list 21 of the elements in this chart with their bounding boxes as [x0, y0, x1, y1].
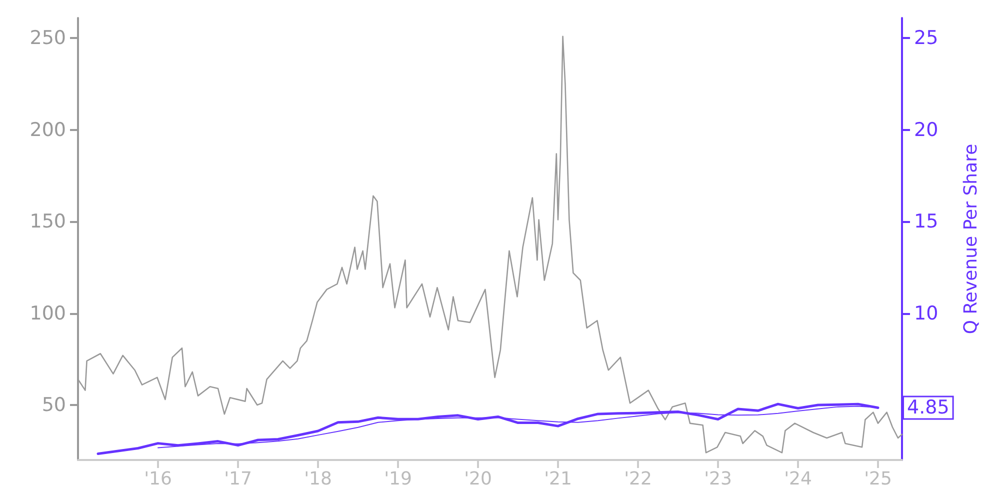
y2-tick-label: 10	[914, 302, 938, 324]
x-tick-label: '19	[384, 468, 412, 490]
y-tick-label: 100	[30, 302, 66, 324]
x-tick-label: '24	[784, 468, 812, 490]
y-tick-label: 150	[30, 210, 66, 233]
data-label: 4.85	[907, 396, 950, 419]
x-tick-label: '21	[544, 468, 572, 490]
x-tick-label: '20	[464, 468, 492, 490]
x-tick-label: '25	[864, 468, 892, 490]
x-tick-label: '16	[144, 468, 172, 490]
x-tick-label: '22	[624, 468, 652, 490]
y2-tick-label: 20	[914, 118, 938, 141]
x-tick-label: '18	[304, 468, 332, 490]
x-tick-label: '23	[704, 468, 732, 490]
y-tick-label: 250	[30, 27, 66, 50]
x-tick-label: '17	[224, 468, 252, 490]
y2-tick-label: 15	[914, 210, 938, 233]
y-tick-label: 50	[42, 394, 66, 416]
y-tick-label: 200	[30, 118, 66, 141]
y2-tick-label: 25	[914, 27, 938, 50]
y2-axis-title: Q Revenue Per Share	[960, 144, 982, 334]
